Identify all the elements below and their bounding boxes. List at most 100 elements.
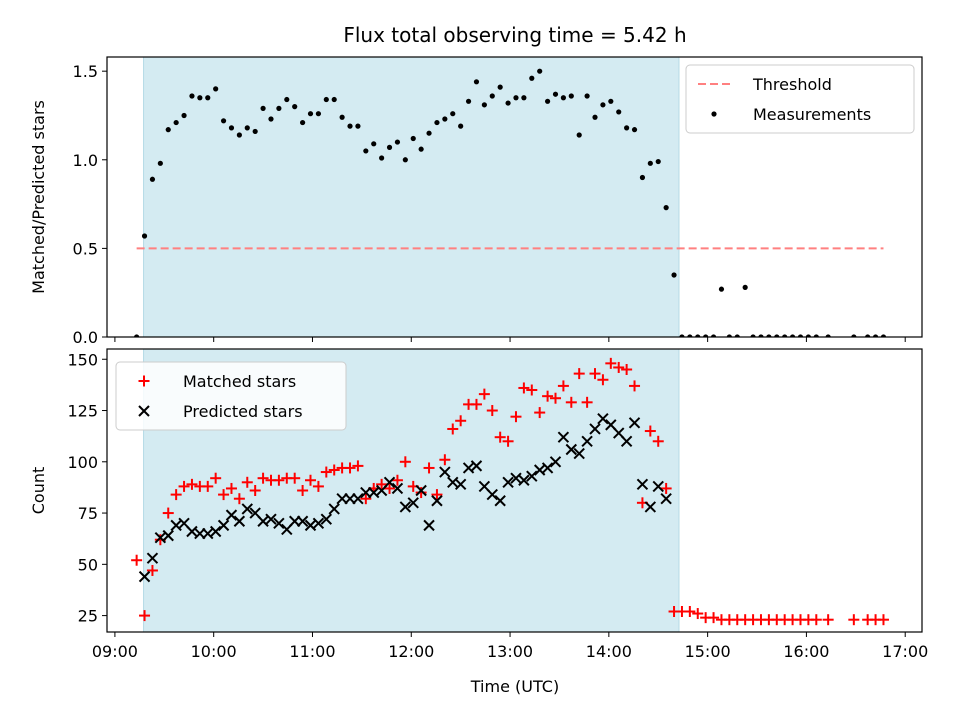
measurement-point (710, 334, 717, 337)
measurement-point (592, 114, 598, 120)
measurement-point (560, 95, 567, 101)
predicted-star-point (573, 447, 585, 460)
observing-interval-shade (143, 57, 680, 337)
measurement-point (529, 75, 535, 81)
y-axis-label: Matched/Predicted stars (29, 100, 48, 294)
plot-area (134, 57, 887, 337)
predicted-star-point (581, 435, 593, 447)
matched-star-point (320, 466, 332, 478)
matched-star-point (810, 614, 822, 626)
predicted-star-point (146, 552, 159, 564)
matched-star-point (518, 382, 530, 394)
measurement-point (276, 105, 282, 111)
predicted-star-point (138, 570, 151, 583)
measurement-point (339, 114, 345, 120)
y-axis-label: Count (29, 467, 48, 515)
chart-title: Flux total observing time = 5.42 h (343, 23, 686, 47)
x-axis-label: Time (UTC) (470, 677, 559, 696)
matched-star-point (494, 431, 506, 443)
legend-label: Threshold (752, 75, 832, 94)
measurement-point (197, 95, 203, 101)
matched-star-point (629, 380, 641, 392)
x-tick-label: 16:00 (783, 642, 829, 661)
measurement-point (568, 93, 574, 99)
matched-star-point (146, 564, 158, 576)
predicted-star-point (557, 431, 570, 443)
measurement-point (355, 123, 361, 129)
measurement-point (750, 334, 756, 337)
predicted-star-point (628, 417, 641, 429)
matched-star-point (692, 608, 704, 620)
legend: Threshold Measurements (685, 64, 915, 134)
predicted-star-point (565, 443, 578, 456)
legend-measurement-marker (711, 111, 717, 117)
measurement-point (323, 96, 329, 103)
matched-star-point (549, 392, 561, 404)
measurement-point (315, 111, 322, 117)
x-tick-label: 14:00 (586, 642, 632, 661)
legend-matched-marker (138, 375, 150, 387)
top-panel: 0.0 0.5 1.0 1.5 Matched/Predicted stars Thres… (29, 56, 923, 347)
legend-label: Measurements (753, 105, 871, 124)
measurement-point (631, 127, 638, 133)
matched-star-point (305, 474, 317, 486)
predicted-star-point (320, 513, 333, 525)
measurement-point (489, 93, 495, 99)
measurement-point (544, 98, 551, 104)
measurement-point (671, 272, 677, 278)
matched-star-point (273, 474, 285, 486)
matched-star-point (139, 610, 151, 622)
predicted-star-point (399, 501, 412, 513)
predicted-star-point (518, 474, 530, 486)
measurement-point (825, 334, 831, 337)
matched-star-point (360, 493, 372, 505)
y-tick-label: 75 (78, 504, 98, 523)
matched-star-point (621, 364, 633, 376)
measurement-point (497, 84, 503, 90)
measurement-point (774, 334, 780, 337)
measurement-point (205, 95, 211, 101)
matched-star-point (233, 493, 245, 505)
matched-star-point (297, 485, 309, 496)
predicted-star-point (620, 435, 633, 447)
matched-star-point (573, 368, 585, 380)
predicted-star-point (391, 482, 404, 495)
measurement-point (766, 334, 772, 337)
measurement-point (260, 105, 266, 111)
y-tick-label: 0.5 (73, 239, 98, 258)
measurement-point (465, 98, 472, 104)
y-tick-label: 25 (78, 607, 98, 626)
matched-star-point (644, 425, 656, 437)
predicted-star-point (439, 466, 451, 478)
predicted-star-point (296, 515, 309, 527)
matched-star-point (542, 390, 554, 402)
predicted-star-point (415, 484, 427, 497)
measurement-point (758, 334, 764, 337)
legend: Matched stars Predicted stars (115, 361, 347, 431)
matched-star-point (534, 407, 546, 419)
predicted-star-point (225, 509, 238, 521)
measurement-point (410, 135, 416, 142)
matched-star-point (344, 462, 356, 474)
matched-star-point (557, 380, 569, 392)
measurement-point (418, 146, 424, 152)
measurement-point (851, 334, 857, 337)
measurement-point (880, 334, 887, 337)
legend-box (115, 361, 347, 431)
predicted-star-point (541, 462, 554, 474)
matched-star-point (225, 482, 237, 494)
matched-star-point (218, 489, 230, 501)
predicted-star-point (636, 478, 649, 491)
measurement-point (228, 125, 235, 131)
measurement-point (434, 119, 440, 126)
measurement-point (141, 233, 148, 239)
predicted-star-point (423, 519, 435, 532)
predicted-star-point (352, 492, 364, 505)
y-tick-label: 125 (67, 402, 98, 421)
matched-star-point (447, 423, 459, 435)
predicted-star-point (549, 456, 562, 468)
predicted-star-point (312, 517, 325, 530)
y-tick-label: 150 (67, 350, 98, 369)
predicted-star-point (589, 423, 601, 435)
measurement-point (458, 123, 464, 129)
